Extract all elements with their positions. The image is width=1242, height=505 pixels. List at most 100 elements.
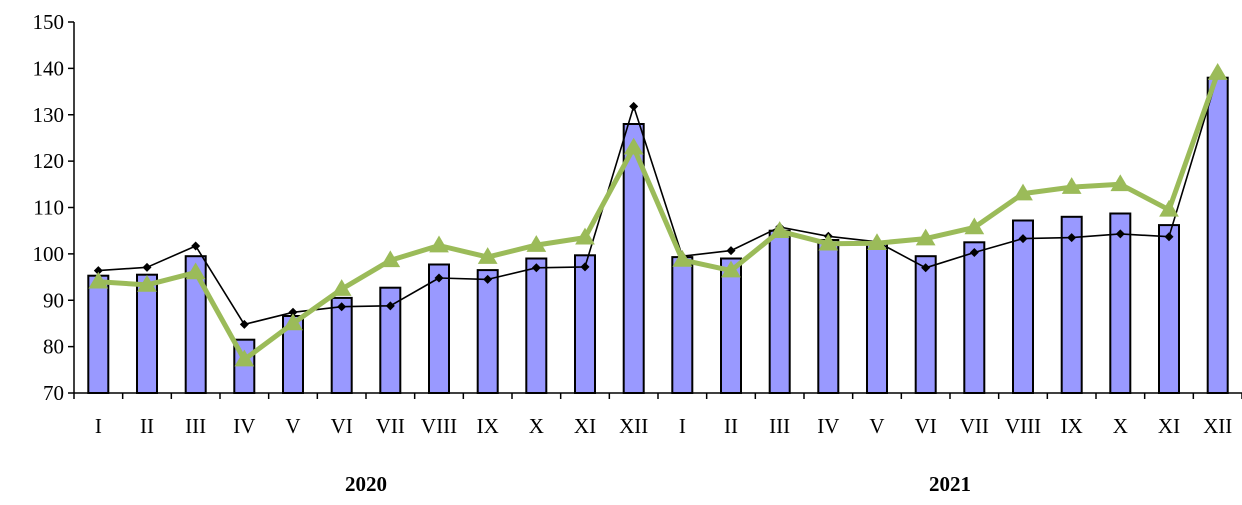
diamond-marker: [1115, 229, 1125, 239]
x-tick-label: VII: [376, 414, 405, 438]
group-label: 2020: [345, 472, 387, 496]
triangle-marker: [1159, 199, 1179, 217]
triangle-marker: [867, 233, 887, 251]
bar: [136, 273, 158, 395]
triangle-marker: [1013, 183, 1033, 201]
x-tick-label: II: [724, 414, 738, 438]
x-tick-label: V: [869, 414, 884, 438]
x-tick-label: XI: [574, 414, 596, 438]
triangle-marker: [137, 274, 157, 292]
bar: [1109, 212, 1132, 394]
bar: [1060, 215, 1083, 394]
x-tick-label: X: [529, 414, 544, 438]
diamond-marker: [191, 241, 201, 251]
bar: [1206, 76, 1229, 394]
triangle-marker: [721, 260, 741, 278]
diamond-marker: [969, 247, 979, 257]
x-tick-label: III: [769, 414, 790, 438]
diamond-marker: [531, 263, 541, 273]
triangle-marker: [88, 271, 109, 289]
x-tick-label: IV: [233, 414, 255, 438]
x-tick-label: X: [1113, 414, 1128, 438]
bar: [330, 296, 353, 394]
diamond-marker: [385, 301, 395, 311]
diamond-marker: [1164, 232, 1174, 242]
triangle-marker: [575, 227, 595, 245]
bar: [525, 257, 548, 394]
triangle-marker: [1061, 177, 1082, 194]
diamond-marker: [93, 266, 103, 276]
diamond-marker: [1018, 234, 1028, 244]
diamond-marker: [580, 262, 590, 272]
diamond-marker: [726, 246, 736, 256]
triangle-marker: [380, 250, 401, 268]
group-label: 2021: [929, 472, 971, 496]
diamond-marker: [142, 262, 152, 272]
y-tick-label: 110: [33, 196, 64, 220]
triangle-marker: [1110, 174, 1131, 192]
y-tick-label: 70: [43, 381, 64, 405]
bar: [720, 257, 742, 394]
bar: [817, 239, 840, 394]
x-tick-label: VI: [915, 414, 937, 438]
x-tick-label: VIII: [421, 414, 457, 438]
x-tick-label: XI: [1158, 414, 1180, 438]
triangle-marker: [964, 217, 985, 235]
y-tick-label: 120: [33, 149, 65, 173]
x-tick-label: XII: [619, 414, 648, 438]
triangle-marker: [283, 313, 303, 331]
bars-layer: [87, 76, 1229, 395]
y-tick-label: 100: [33, 242, 65, 266]
bar: [768, 229, 791, 394]
bar: [574, 254, 596, 394]
diamond-marker: [239, 319, 249, 329]
x-tick-label: IV: [817, 414, 839, 438]
bar: [87, 274, 110, 395]
x-tick-label: I: [95, 414, 102, 438]
y-tick-label: 150: [33, 10, 65, 34]
triangle-marker: [429, 235, 449, 253]
diamond-marker: [629, 101, 639, 111]
triangle-marker: [672, 249, 693, 267]
bar: [476, 269, 499, 395]
triangle-marker: [477, 247, 498, 264]
bar: [671, 256, 694, 394]
bar: [1012, 219, 1034, 394]
triangle-marker: [769, 221, 790, 238]
x-tick-label: VIII: [1005, 414, 1041, 438]
y-tick-label: 130: [33, 103, 65, 127]
triangle-marker: [526, 235, 547, 252]
triangle-marker: [915, 228, 936, 246]
x-tick-label: XII: [1203, 414, 1232, 438]
diamond-marker: [288, 307, 298, 317]
bar: [1158, 224, 1180, 394]
x-tick-label: IX: [1061, 414, 1083, 438]
lines-layer: [88, 63, 1228, 367]
x-tick-label: IX: [477, 414, 499, 438]
triangle-marker: [1207, 63, 1228, 80]
bar: [914, 255, 937, 395]
x-tick-label: I: [679, 414, 686, 438]
x-tick-label: VII: [960, 414, 989, 438]
x-tick-label: II: [140, 414, 154, 438]
x-tick-label: III: [185, 414, 206, 438]
triangle-series-line: [98, 72, 1221, 363]
triangle-marker: [234, 349, 255, 367]
y-tick-label: 90: [43, 288, 64, 312]
diamond-marker: [483, 274, 493, 284]
x-tick-label: VI: [331, 414, 353, 438]
triangle-marker: [818, 233, 839, 251]
triangle-marker: [185, 262, 206, 280]
diamond-marker: [1067, 233, 1077, 243]
diamond-series-line: [98, 75, 1219, 326]
bar: [963, 241, 986, 394]
diamond-marker: [921, 263, 931, 273]
y-tick-label: 80: [43, 335, 64, 359]
diamond-marker: [434, 273, 444, 283]
bar: [866, 241, 888, 394]
y-tick-label: 140: [33, 56, 65, 80]
axes-layer: [68, 21, 1242, 399]
